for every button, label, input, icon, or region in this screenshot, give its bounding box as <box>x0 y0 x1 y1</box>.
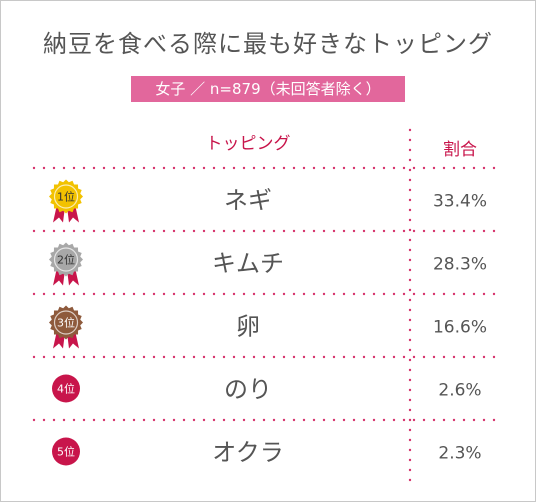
ratio-value: 2.6% <box>438 381 481 401</box>
table-row: 2位 キムチ 28.3% <box>49 242 487 286</box>
rank-circle <box>52 374 80 403</box>
rank-label: 2位 <box>57 253 75 267</box>
rank-medal-icon: 3位 <box>49 305 83 349</box>
topping-label: のり <box>224 376 272 404</box>
dotted-grid <box>32 128 504 492</box>
medal-inner-ring <box>53 247 79 272</box>
rank-circle <box>52 437 80 466</box>
table-row: 5位 オクラ 2.3% <box>52 437 482 467</box>
table-row: 4位 のり 2.6% <box>52 374 482 404</box>
topping-label: 卵 <box>236 313 260 341</box>
chart-subtitle: 女子 ／ n=879（未回答者除く） <box>131 76 405 102</box>
column-header-ratio: 割合 <box>443 140 477 160</box>
table-rows: 1位 ネギ 33.4% 2位 キムチ 28.3% 3位 卵 16.6% 4位 のり 2.6% 5位 オクラ… <box>49 179 487 467</box>
rank-label: 4位 <box>57 382 75 396</box>
topping-label: キムチ <box>212 250 284 278</box>
ratio-value: 2.3% <box>438 444 481 464</box>
rank-medal-icon: 2位 <box>49 242 83 286</box>
topping-label: ネギ <box>224 187 272 215</box>
rank-label: 1位 <box>57 190 75 204</box>
ratio-value: 28.3% <box>433 255 487 275</box>
table-row: 1位 ネギ 33.4% <box>49 179 487 223</box>
rank-medal-icon: 1位 <box>49 179 83 223</box>
table-row: 3位 卵 16.6% <box>49 305 487 349</box>
rank-badge-icon: 5位 <box>52 437 80 466</box>
chart-title: 納豆を食べる際に最も好きなトッピング <box>43 30 493 58</box>
medal-inner-ring <box>53 310 79 335</box>
rank-label: 5位 <box>57 445 75 459</box>
topping-label: オクラ <box>212 439 284 467</box>
ratio-value: 33.4% <box>433 192 487 212</box>
rank-badge-icon: 4位 <box>52 374 80 403</box>
medal-inner-ring <box>53 184 79 209</box>
column-header-topping: トッピング <box>206 134 291 154</box>
rank-label: 3位 <box>57 316 75 330</box>
ratio-value: 16.6% <box>433 318 487 338</box>
